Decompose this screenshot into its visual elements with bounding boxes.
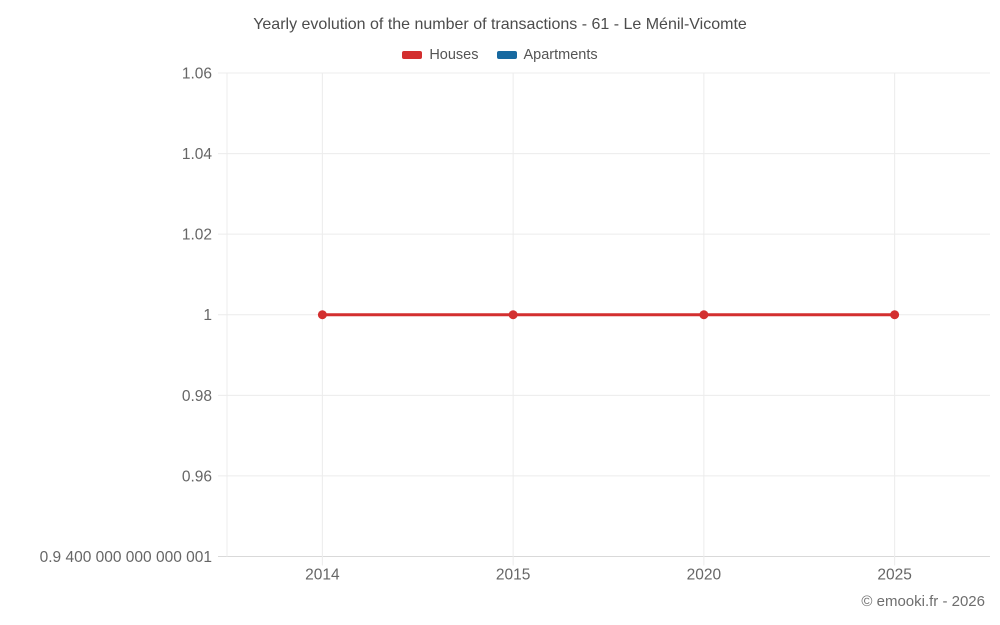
y-tick-label: 1.02	[182, 227, 212, 244]
copyright-footer: © emooki.fr - 2026	[861, 593, 985, 610]
x-tick-label: 2015	[496, 567, 530, 584]
y-tick-label: 0.9 400 000 000 000 001	[40, 549, 212, 566]
houses-data-point[interactable]	[890, 310, 900, 320]
houses-data-point[interactable]	[317, 310, 327, 320]
y-tick-label: 1.06	[182, 65, 212, 82]
apartments-legend-label: Apartments	[523, 47, 598, 63]
y-tick-label: 1.04	[182, 146, 213, 163]
legend-item-houses[interactable]: Houses	[402, 47, 479, 63]
houses-data-point[interactable]	[699, 310, 709, 320]
chart-title: Yearly evolution of the number of transa…	[253, 16, 747, 33]
y-tick-label: 0.96	[182, 468, 212, 485]
x-tick-label: 2025	[877, 567, 911, 584]
apartments-legend-swatch-icon	[496, 51, 517, 59]
legend-item-apartments[interactable]: Apartments	[496, 47, 598, 63]
legend: Houses Apartments	[0, 47, 1000, 63]
houses-legend-swatch-icon	[402, 51, 423, 59]
houses-legend-label: Houses	[429, 47, 479, 63]
y-tick-label: 1	[203, 307, 212, 324]
houses-data-point[interactable]	[508, 310, 518, 320]
x-tick-label: 2014	[305, 567, 340, 584]
x-tick-label: 2020	[687, 567, 722, 584]
y-tick-label: 0.98	[182, 388, 212, 405]
